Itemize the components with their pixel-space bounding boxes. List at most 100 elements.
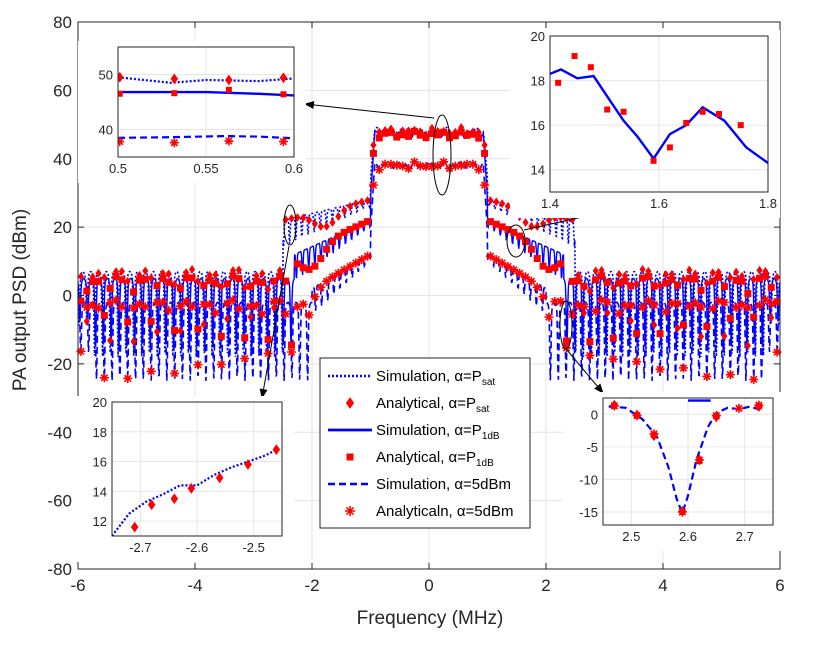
inset-square-marker xyxy=(683,119,690,126)
analytical-marker-p1db xyxy=(580,282,588,290)
inset-simulation-5dbm xyxy=(118,134,294,140)
analytical-marker-5dbm xyxy=(216,359,226,369)
analytical-marker-p1db xyxy=(346,226,354,234)
analytical-marker-psat xyxy=(639,264,646,274)
inset-x-tick-label: -2.6 xyxy=(186,540,208,555)
analytical-marker-psat xyxy=(130,337,137,346)
inset-asterisk-marker xyxy=(169,138,179,148)
analytical-marker-p1db xyxy=(176,284,184,292)
analytical-marker-5dbm xyxy=(269,297,279,307)
analytical-marker-psat xyxy=(177,326,184,336)
analytical-marker-5dbm xyxy=(240,354,250,364)
analytical-marker-p1db xyxy=(738,277,746,285)
y-tick-label: -20 xyxy=(47,355,72,374)
analytical-marker-psat xyxy=(580,308,588,318)
analytical-marker-5dbm xyxy=(439,157,449,167)
inset-diamond-marker xyxy=(279,72,288,84)
analytical-marker-5dbm xyxy=(538,292,548,302)
analytical-marker-5dbm xyxy=(725,370,735,380)
analytical-marker-psat xyxy=(686,265,693,275)
inset-box xyxy=(111,401,283,537)
inset-diamond-marker xyxy=(170,493,179,505)
x-axis-title: Frequency (MHz) xyxy=(357,608,504,629)
analytical-marker-5dbm xyxy=(298,299,308,309)
inset-diamond-marker xyxy=(678,505,687,517)
analytical-marker-5dbm xyxy=(468,159,478,169)
x-tick-label: 6 xyxy=(775,576,784,595)
zoom-arrow xyxy=(304,100,435,119)
analytical-marker-5dbm xyxy=(398,161,408,171)
inset-x-tick-label: 0.55 xyxy=(193,161,218,176)
analytical-marker-5dbm xyxy=(129,303,139,313)
analytical-marker-psat xyxy=(148,273,155,283)
analytical-marker-5dbm xyxy=(111,295,121,305)
analytical-marker-psat xyxy=(83,316,90,326)
analytical-marker-p1db xyxy=(592,276,600,284)
inset-content xyxy=(118,71,294,148)
analytical-marker-p1db xyxy=(235,275,243,283)
analytical-marker-p1db xyxy=(709,277,717,285)
legend-entry: Simulation, α=P1dB xyxy=(328,422,500,442)
analytical-marker-p1db xyxy=(282,277,290,285)
analytical-marker-5dbm xyxy=(234,304,244,314)
analytical-marker-p1db xyxy=(457,128,465,136)
analytical-marker-p1db xyxy=(147,317,155,325)
analytical-marker-psat xyxy=(487,196,494,205)
analytical-marker-5dbm xyxy=(374,165,384,175)
analytical-marker-5dbm xyxy=(433,161,443,171)
analytical-marker-5dbm xyxy=(310,292,320,302)
analytical-marker-5dbm xyxy=(614,309,624,319)
analytical-marker-p1db xyxy=(656,330,664,338)
analytical-marker-psat xyxy=(235,265,242,275)
inset-simulation-psat xyxy=(112,447,280,536)
analytical-marker-p1db xyxy=(106,284,114,292)
analytical-marker-psat xyxy=(194,276,201,286)
analytical-marker-psat xyxy=(481,140,488,150)
analytical-marker-p1db xyxy=(498,223,506,231)
inset-x-tick-label: 0.6 xyxy=(285,161,303,176)
analytical-marker-p1db xyxy=(258,278,266,286)
analytical-marker-p1db xyxy=(135,276,143,284)
analytical-marker-psat xyxy=(224,314,231,324)
analytical-marker-psat xyxy=(341,206,348,215)
analytical-marker-5dbm xyxy=(287,347,297,357)
analytical-marker-5dbm xyxy=(327,272,337,282)
inset-diamond-marker xyxy=(244,459,252,470)
analytical-marker-psat xyxy=(364,196,371,205)
analytical-marker-5dbm xyxy=(743,303,753,313)
analytical-marker-p1db xyxy=(662,279,670,287)
analytical-marker-5dbm xyxy=(404,164,414,174)
analytical-marker-psat xyxy=(346,201,354,211)
analytical-marker-5dbm xyxy=(409,157,419,167)
analytical-marker-5dbm xyxy=(170,368,180,378)
analytical-marker-p1db xyxy=(299,264,307,272)
analytical-marker-p1db xyxy=(527,245,535,253)
analytical-marker-5dbm xyxy=(503,261,513,271)
inset-diamond-marker xyxy=(695,454,704,466)
analytical-marker-p1db xyxy=(112,273,120,281)
zoom-arrow xyxy=(566,349,604,394)
legend-entry: Analyticaln, α=5dBm xyxy=(345,503,514,520)
analytical-marker-5dbm xyxy=(339,265,349,275)
analytical-marker-5dbm xyxy=(591,306,601,316)
inset-square-marker xyxy=(737,122,744,129)
analytical-marker-p1db xyxy=(679,321,687,329)
analytical-marker-5dbm xyxy=(480,180,490,190)
analytical-marker-5dbm xyxy=(205,300,215,310)
analytical-marker-p1db xyxy=(153,282,161,290)
analytical-marker-p1db xyxy=(633,329,641,337)
analytical-marker-p1db xyxy=(627,282,635,290)
analytical-marker-p1db xyxy=(773,298,781,306)
analytical-marker-psat xyxy=(703,278,710,288)
analytical-marker-psat xyxy=(288,213,295,223)
inset-square-marker xyxy=(699,108,706,115)
analytical-marker-5dbm xyxy=(427,162,437,172)
analytical-marker-p1db xyxy=(340,228,348,236)
analytical-marker-5dbm xyxy=(626,300,636,310)
analytical-marker-psat xyxy=(107,336,114,345)
inset-content xyxy=(112,444,281,536)
analytical-marker-5dbm xyxy=(649,300,659,310)
zoom-ellipse xyxy=(283,204,297,246)
analytical-marker-5dbm xyxy=(251,300,261,310)
